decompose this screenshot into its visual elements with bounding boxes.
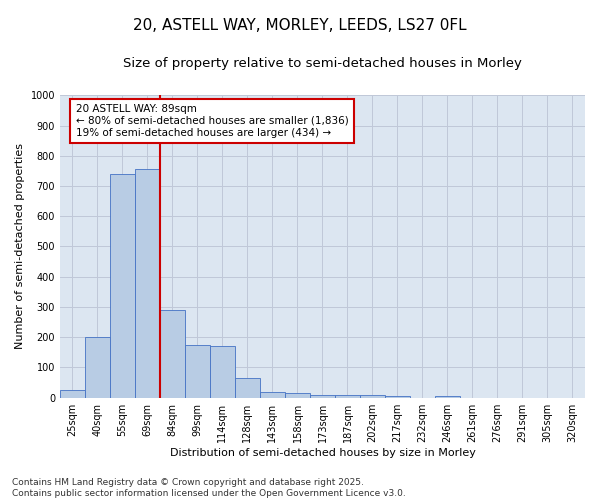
Title: Size of property relative to semi-detached houses in Morley: Size of property relative to semi-detach… [123,58,522,70]
Bar [85,337,110,398]
Text: 20, ASTELL WAY, MORLEY, LEEDS, LS27 0FL: 20, ASTELL WAY, MORLEY, LEEDS, LS27 0FL [133,18,467,32]
Text: Contains HM Land Registry data © Crown copyright and database right 2025.
Contai: Contains HM Land Registry data © Crown c… [12,478,406,498]
Bar [60,390,85,398]
Text: 20 ASTELL WAY: 89sqm
← 80% of semi-detached houses are smaller (1,836)
19% of se: 20 ASTELL WAY: 89sqm ← 80% of semi-detac… [76,104,349,138]
Bar [110,174,135,398]
Bar [135,170,160,398]
Bar [235,378,260,398]
Bar [385,396,410,398]
Bar [160,310,185,398]
Bar [435,396,460,398]
Bar [360,394,385,398]
Bar [285,393,310,398]
Bar [260,392,285,398]
Y-axis label: Number of semi-detached properties: Number of semi-detached properties [15,144,25,350]
Bar [310,394,335,398]
X-axis label: Distribution of semi-detached houses by size in Morley: Distribution of semi-detached houses by … [170,448,475,458]
Bar [210,346,235,398]
Bar [185,345,210,398]
Bar [335,394,360,398]
